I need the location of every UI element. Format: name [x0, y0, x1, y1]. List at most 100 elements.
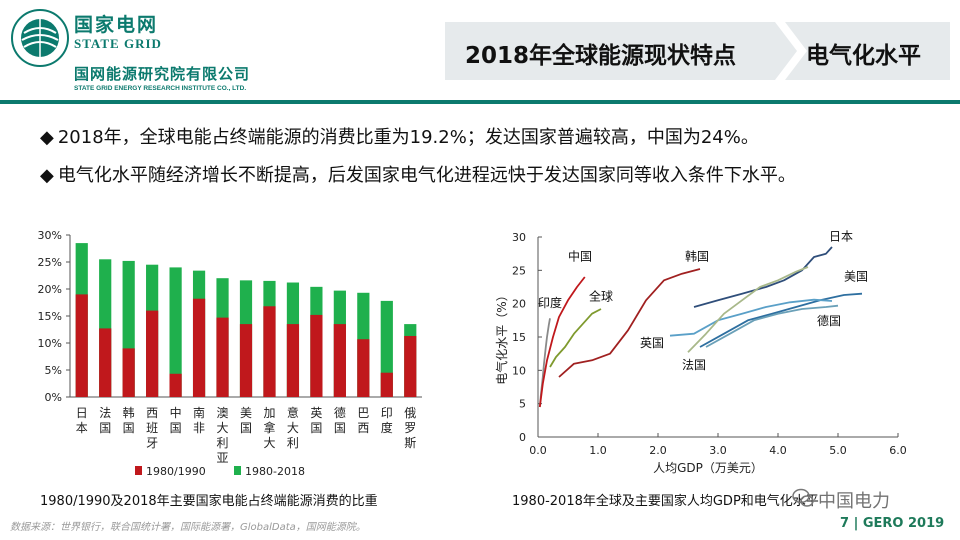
- bar-1980-6: [216, 317, 229, 397]
- bar-2018-4: [169, 267, 182, 397]
- bullet-1-text: 2018年，全球电能占终端能源的消费比重为19.2%；发达国家普遍较高，中国为2…: [57, 127, 759, 148]
- bar-x-tick-label: 英: [310, 406, 322, 420]
- page-number: 7 | GERO 2019: [840, 516, 945, 531]
- series-label-6: 英国: [640, 336, 664, 350]
- series-line-5: [699, 292, 863, 348]
- bar-x-tick-label: 亚: [217, 451, 229, 465]
- bar-y-tick-label: 30%: [38, 229, 62, 242]
- line-y-tick-label: 10: [512, 364, 526, 377]
- bar-x-tick-label: 西: [357, 421, 369, 435]
- bar-1980-8: [263, 306, 276, 397]
- bar-x-tick-label: 拿: [263, 420, 275, 435]
- bar-chart: 0%5%10%15%20%25%30%日本法国韩国西班牙中国南非澳大利亚美国加拿…: [30, 225, 440, 485]
- watermark-text: 中国电力: [818, 491, 890, 512]
- series-label-7: 法国: [682, 358, 706, 372]
- title-banner: [445, 22, 950, 80]
- bullet-2: ◆ 电气化水平随经济增长不断提高，后发国家电气化进程远快于发达国家同等收入条件下水…: [40, 161, 796, 187]
- bar-x-tick-label: 利: [217, 436, 229, 450]
- bar-1980-5: [192, 298, 206, 397]
- wechat-icon: [792, 488, 814, 507]
- bar-1980-3: [146, 310, 159, 397]
- bar-x-tick-label: 巴: [357, 406, 369, 420]
- bar-x-tick-label: 非: [193, 421, 205, 435]
- bar-x-tick-label: 法: [99, 406, 111, 420]
- line-chart-bg: [478, 225, 938, 485]
- line-x-tick-label: 0.0: [529, 444, 547, 457]
- bar-x-tick-label: 意: [287, 405, 299, 420]
- bar-1980-0: [75, 294, 88, 397]
- org-name-en: STATE GRID: [74, 36, 162, 51]
- bar-x-tick-label: 国: [99, 421, 111, 435]
- bar-x-tick-label: 印: [381, 406, 393, 420]
- series-line-2: [549, 308, 602, 368]
- bar-x-tick-label: 班: [146, 421, 158, 435]
- series-line-8: [705, 304, 839, 348]
- line-x-tick-label: 4.0: [769, 444, 787, 457]
- page-title: 2018年全球能源现状特点: [465, 43, 737, 69]
- line-y-tick-label: 5: [519, 398, 526, 411]
- series-label-2: 全球: [589, 288, 613, 303]
- legend-swatch-1980: [135, 466, 142, 475]
- line-y-tick-label: 15: [512, 331, 526, 344]
- bar-x-tick-label: 国: [310, 421, 322, 435]
- diamond-bullet-icon: ◆: [40, 165, 54, 186]
- bar-1980-14: [404, 335, 417, 397]
- bar-1980-9: [286, 324, 300, 397]
- line-x-tick-label: 5.0: [829, 444, 847, 457]
- series-label-0: 印度: [538, 295, 562, 310]
- bar-x-tick-label: 大: [287, 421, 299, 435]
- line-x-tick-label: 2.0: [649, 444, 667, 457]
- series-label-4: 日本: [829, 229, 853, 243]
- line-x-tick-label: 6.0: [889, 444, 907, 457]
- bar-chart-caption: 1980/1990及2018年主要国家电能占终端能源消费的比重: [40, 494, 378, 509]
- series-label-1: 中国: [568, 248, 592, 263]
- bar-x-tick-label: 斯: [404, 436, 416, 450]
- legend-swatch-2018: [234, 466, 241, 475]
- bar-x-tick-label: 本: [76, 421, 88, 435]
- bar-1980-1: [99, 328, 112, 397]
- bar-x-tick-label: 中: [170, 405, 182, 420]
- bar-1980-13: [380, 372, 393, 397]
- bullet-2-text: 电气化水平随经济增长不断提高，后发国家电气化进程远快于发达国家同等收入条件下水平…: [57, 165, 796, 186]
- line-x-tick-label: 3.0: [709, 444, 727, 457]
- line-y-axis-label: 电气化水平（%）: [494, 289, 509, 384]
- bar-x-tick-label: 利: [287, 436, 299, 450]
- bar-1980-10: [310, 314, 323, 397]
- bullet-1: ◆ 2018年，全球电能占终端能源的消费比重为19.2%；发达国家普遍较高，中国为…: [40, 123, 759, 149]
- org-name-cn: 国家电网: [74, 14, 159, 36]
- line-y-tick-label: 25: [512, 264, 526, 277]
- bar-x-tick-label: 德: [334, 405, 346, 420]
- bar-y-tick-label: 20%: [38, 283, 62, 296]
- series-label-8: 德国: [817, 313, 841, 328]
- line-y-tick-label: 30: [512, 231, 526, 244]
- bar-x-tick-label: 度: [381, 420, 393, 435]
- state-grid-logo-icon: [11, 9, 69, 67]
- bar-x-tick-label: 国: [170, 421, 182, 435]
- bar-x-tick-label: 牙: [146, 436, 158, 450]
- series-label-5: 美国: [844, 269, 868, 283]
- series-line-3: [558, 268, 701, 378]
- line-x-axis-label: 人均GDP（万美元）: [653, 461, 763, 475]
- institute-name-en: STATE GRID ENERGY RESEARCH INSTITUTE CO.…: [74, 85, 247, 92]
- line-y-tick-label: 20: [512, 298, 526, 311]
- bar-y-tick-label: 10%: [38, 337, 62, 350]
- data-source: 数据来源：世界银行，联合国统计署，国际能源署，GlobalData，国网能源院。: [10, 522, 366, 533]
- bar-x-tick-label: 国: [240, 421, 252, 435]
- series-line-6: [669, 298, 833, 337]
- bar-x-tick-label: 国: [123, 421, 135, 435]
- bar-1980-7: [239, 324, 253, 397]
- line-chart: 0 5 10 15 20 25 30 0.0 1.0 2.0 3.0 4.0 5.0 6.0 人均GDP（万…: [478, 225, 938, 485]
- bar-x-tick-label: 加: [263, 406, 275, 420]
- bar-x-tick-label: 大: [263, 436, 275, 450]
- bar-x-tick-label: 韩: [123, 405, 135, 420]
- bar-x-tick-label: 西: [146, 406, 158, 420]
- bar-y-tick-label: 25%: [38, 256, 62, 269]
- series-label-3: 韩国: [685, 248, 709, 263]
- bar-y-tick-label: 5%: [45, 364, 62, 377]
- series-line-1: [538, 276, 586, 408]
- bar-x-tick-label: 罗: [404, 421, 416, 435]
- series-line-7: [687, 266, 809, 353]
- line-chart-caption: 1980-2018年全球及主要国家人均GDP和电气化水平: [512, 494, 819, 509]
- bar-1980-12: [357, 339, 370, 397]
- header-divider: [0, 100, 960, 104]
